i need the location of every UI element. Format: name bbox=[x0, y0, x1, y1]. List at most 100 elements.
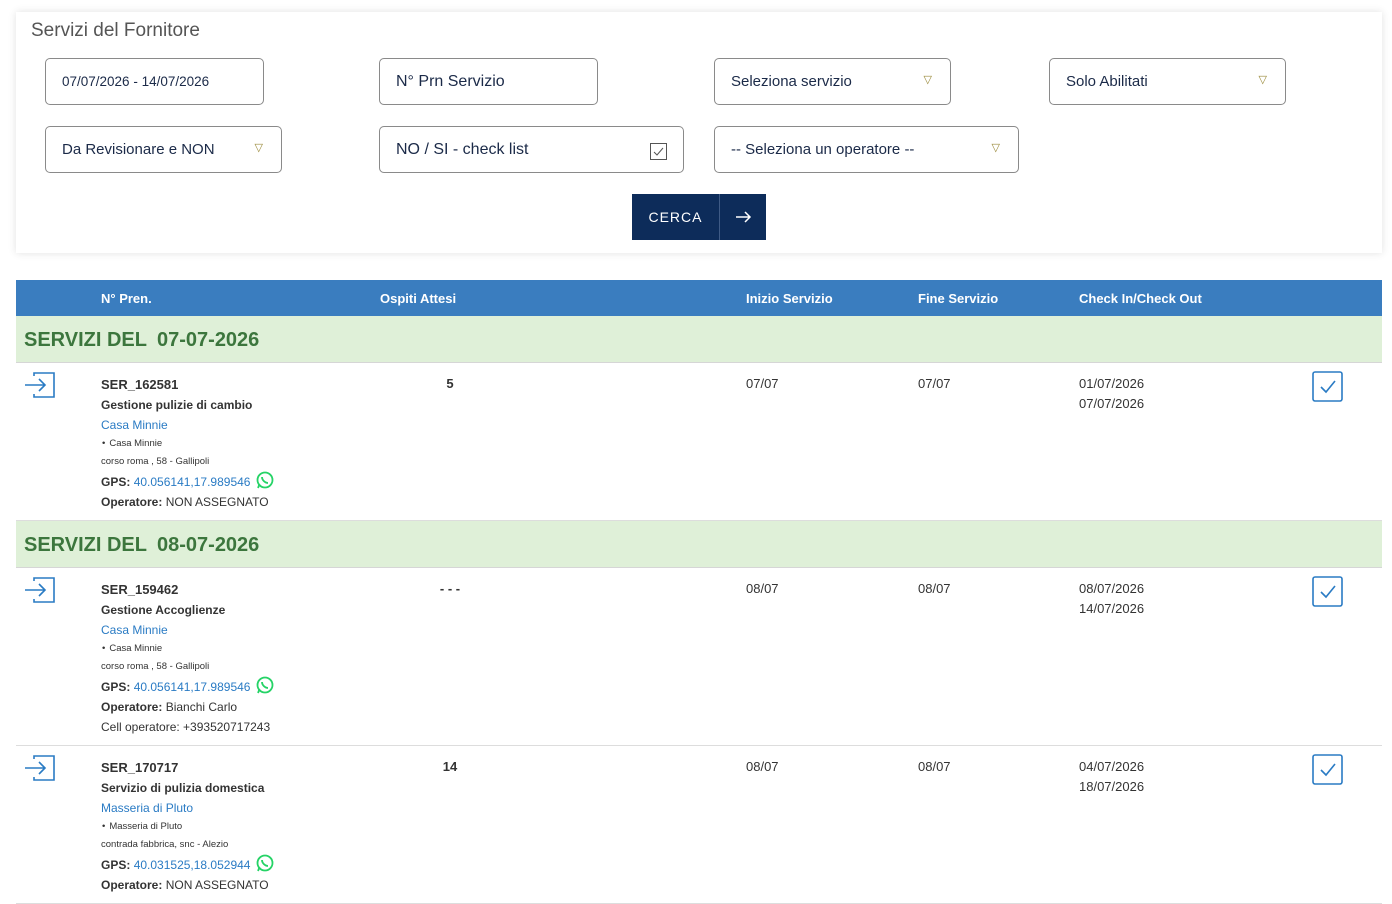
check-out: 07/07/2026 bbox=[1079, 396, 1145, 411]
group-label: SERVIZI DEL bbox=[24, 534, 147, 556]
group-row: SERVIZI DEL 08-07-2026 bbox=[16, 521, 1382, 568]
operator-label: Operatore: bbox=[101, 700, 163, 714]
table-header: N° Pren. Ospiti Attesi Inizio Servizio Fine… bbox=[16, 280, 1382, 316]
date-range: 07/07/2026 - 14/07/2026 bbox=[62, 74, 210, 89]
service-name: Gestione Accoglienze bbox=[101, 603, 226, 617]
checkbox-icon bbox=[650, 143, 667, 160]
checklist-icon[interactable] bbox=[1312, 754, 1343, 788]
end-date: 08/07 bbox=[918, 581, 951, 596]
property-link[interactable]: Masseria di Pluto bbox=[101, 801, 194, 815]
enter-icon[interactable] bbox=[24, 754, 56, 785]
operator-name: Bianchi Carlo bbox=[165, 700, 238, 714]
enter-icon[interactable] bbox=[24, 576, 56, 607]
checklist-icon[interactable] bbox=[1312, 576, 1343, 610]
column-header: N° Pren. bbox=[101, 291, 152, 306]
column-header: Ospiti Attesi bbox=[380, 291, 457, 306]
service-code: SER_159462 bbox=[101, 582, 179, 597]
enabled-value: Solo Abilitati bbox=[1066, 73, 1148, 90]
checklist-svg bbox=[1312, 754, 1343, 785]
gps-label: GPS: bbox=[101, 680, 131, 694]
whatsapp-icon[interactable] bbox=[250, 676, 274, 694]
whatsapp-svg bbox=[257, 854, 274, 872]
service-row: 14 08/07 08/07 04/07/2026 18/07/2026 SER_1707… bbox=[16, 746, 1382, 904]
column-header: Fine Servizio bbox=[918, 291, 999, 306]
service-placeholder: Seleziona servizio bbox=[731, 73, 852, 90]
address: corso roma , 58 - Gallipoli bbox=[101, 456, 210, 467]
guests: 5 bbox=[446, 376, 454, 391]
whatsapp-icon[interactable] bbox=[250, 471, 274, 489]
service-code: SER_170717 bbox=[101, 760, 179, 775]
end-date: 08/07 bbox=[918, 759, 951, 774]
gps-line: GPS: 40.056141,17.989546 bbox=[101, 471, 1382, 492]
start-date: 07/07 bbox=[746, 376, 779, 391]
search-button[interactable]: CERCA bbox=[632, 194, 766, 240]
operator-label: Operatore: bbox=[101, 495, 163, 509]
gps-label: GPS: bbox=[101, 475, 131, 489]
checklist-svg bbox=[1312, 371, 1343, 402]
property-sub: Casa Minnie bbox=[101, 640, 1382, 658]
enter-svg bbox=[25, 372, 55, 398]
checklist-select[interactable]: NO / SI - check list bbox=[379, 126, 684, 173]
property-link[interactable]: Casa Minnie bbox=[101, 418, 168, 432]
date-range-input[interactable]: 07/07/2026 - 14/07/2026 bbox=[45, 58, 264, 105]
review-select[interactable]: Da Revisionare e NON ▽ bbox=[45, 126, 282, 173]
whatsapp-svg bbox=[257, 471, 274, 489]
prn-input[interactable]: N° Prn Servizio bbox=[379, 58, 598, 105]
arrow-icon bbox=[736, 211, 752, 223]
service-select[interactable]: Seleziona servizio ▽ bbox=[714, 58, 951, 105]
check-in: 04/07/2026 bbox=[1079, 759, 1145, 774]
services-table: N° Pren. Ospiti Attesi Inizio Servizio Fine… bbox=[16, 280, 1382, 904]
start-date: 08/07 bbox=[746, 759, 779, 774]
service-name: Servizio di pulizia domestica bbox=[101, 781, 265, 795]
checklist-value: NO / SI - check list bbox=[396, 140, 529, 158]
service-details: SER_162581 Gestione pulizie di cambio Casa… bbox=[16, 363, 1382, 520]
gps-link[interactable]: 40.056141,17.989546 bbox=[133, 680, 251, 694]
column-header: Check In/Check Out bbox=[1079, 291, 1202, 306]
check-out: 14/07/2026 bbox=[1079, 601, 1145, 616]
operator-line: Operatore: NON ASSEGNATO bbox=[101, 492, 1382, 512]
service-row: 5 07/07 07/07 01/07/2026 07/07/2026 SER_16258… bbox=[16, 363, 1382, 521]
operator-select[interactable]: -- Seleziona un operatore -- ▽ bbox=[714, 126, 1019, 173]
check-out: 18/07/2026 bbox=[1079, 779, 1145, 794]
check-in: 01/07/2026 bbox=[1079, 376, 1145, 391]
operator-cell: Cell operatore: +393520717243 bbox=[101, 720, 271, 734]
gps-link[interactable]: 40.056141,17.989546 bbox=[133, 475, 251, 489]
dropdown-arrow: ▽ bbox=[991, 142, 1000, 154]
enabled-select[interactable]: Solo Abilitati ▽ bbox=[1049, 58, 1286, 105]
checklist-icon[interactable] bbox=[1312, 371, 1343, 405]
enter-icon[interactable] bbox=[24, 371, 56, 402]
column-header: Inizio Servizio bbox=[746, 291, 833, 306]
checklist-svg bbox=[1312, 576, 1343, 607]
service-code: SER_162581 bbox=[101, 377, 179, 392]
group-row: SERVIZI DEL 07-07-2026 bbox=[16, 316, 1382, 363]
page-title: Servizi del Fornitore bbox=[31, 20, 200, 41]
group-label: SERVIZI DEL bbox=[24, 329, 147, 351]
enter-svg bbox=[25, 577, 55, 603]
check-in: 08/07/2026 bbox=[1079, 581, 1145, 596]
gps-label: GPS: bbox=[101, 858, 131, 872]
operator-name: NON ASSEGNATO bbox=[165, 878, 269, 892]
review-value: Da Revisionare e NON bbox=[62, 141, 215, 158]
gps-link[interactable]: 40.031525,18.052944 bbox=[133, 858, 251, 872]
operator-line: Operatore: Bianchi Carlo bbox=[101, 697, 1382, 717]
service-row: - - -08/07 08/07 08/07/2026 14/07/2026 SER_1… bbox=[16, 568, 1382, 746]
start-date: 08/07 bbox=[746, 581, 779, 596]
enter-svg bbox=[25, 755, 55, 781]
filter-panel: Servizi del Fornitore 07/07/2026 - 14/07… bbox=[16, 12, 1382, 253]
address: contrada fabbrica, snc - Alezio bbox=[101, 839, 229, 850]
service-details: SER_170717 Servizio di pulizia domestica M… bbox=[16, 746, 1382, 903]
gps-line: GPS: 40.031525,18.052944 bbox=[101, 854, 1382, 875]
group-date: 07-07-2026 bbox=[157, 329, 260, 351]
property-sub: Casa Minnie bbox=[101, 435, 1382, 453]
property-sub: Masseria di Pluto bbox=[101, 818, 1382, 836]
group-date: 08-07-2026 bbox=[157, 534, 260, 556]
operator-label: Operatore: bbox=[101, 878, 163, 892]
dropdown-arrow: ▽ bbox=[923, 74, 932, 86]
address: corso roma , 58 - Gallipoli bbox=[101, 661, 210, 672]
gps-line: GPS: 40.056141,17.989546 bbox=[101, 676, 1382, 697]
whatsapp-icon[interactable] bbox=[250, 854, 274, 872]
property-link[interactable]: Casa Minnie bbox=[101, 623, 168, 637]
prn-placeholder: N° Prn Servizio bbox=[396, 72, 505, 90]
